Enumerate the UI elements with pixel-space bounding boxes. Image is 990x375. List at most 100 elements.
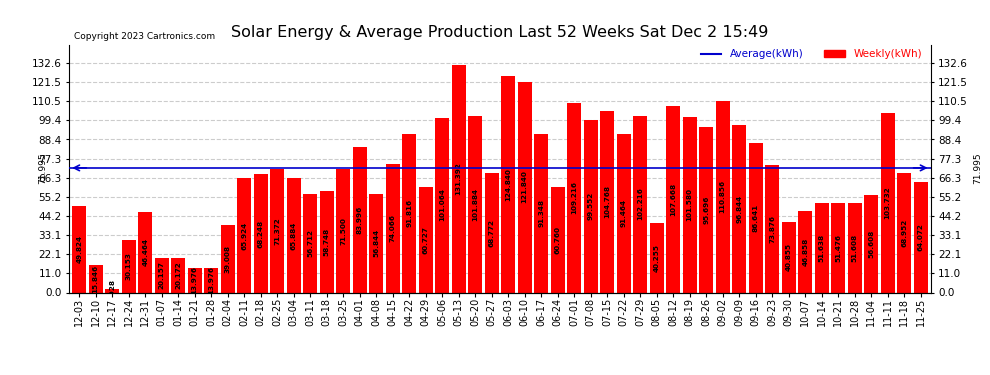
Bar (204, 268, 218, 292)
Bar (72, 206, 86, 292)
Bar (518, 82, 532, 292)
Text: 20.157: 20.157 (158, 261, 164, 289)
Bar (914, 182, 928, 292)
Text: 56.712: 56.712 (307, 230, 313, 257)
Text: 71.372: 71.372 (274, 217, 280, 244)
Bar (171, 258, 185, 292)
Text: 15.846: 15.846 (93, 265, 99, 293)
Text: 103.732: 103.732 (885, 186, 891, 219)
Text: 121.840: 121.840 (522, 171, 528, 204)
Text: 86.641: 86.641 (752, 204, 758, 232)
Bar (253, 174, 267, 292)
Text: 49.824: 49.824 (76, 236, 82, 263)
Bar (436, 118, 449, 292)
Text: 96.844: 96.844 (737, 195, 742, 223)
Text: 13.976: 13.976 (192, 266, 198, 294)
Text: 102.216: 102.216 (638, 188, 644, 220)
Text: 51.476: 51.476 (836, 234, 842, 262)
Text: 71.500: 71.500 (341, 217, 346, 244)
Bar (238, 178, 251, 292)
Bar (501, 76, 515, 292)
Bar (765, 165, 779, 292)
Text: 101.064: 101.064 (440, 189, 446, 222)
Text: 109.216: 109.216 (571, 182, 577, 214)
Text: 64.072: 64.072 (918, 223, 924, 251)
Text: 51.608: 51.608 (851, 234, 857, 262)
Text: 51.638: 51.638 (819, 234, 825, 262)
Bar (600, 111, 614, 292)
Text: 104.768: 104.768 (604, 185, 610, 218)
Bar (881, 113, 895, 292)
Bar (369, 194, 383, 292)
Text: 60.727: 60.727 (423, 226, 429, 254)
Bar (683, 117, 697, 292)
Bar (122, 240, 136, 292)
Bar (451, 65, 465, 292)
Bar (634, 116, 647, 292)
Text: 124.840: 124.840 (505, 168, 511, 201)
Text: 107.668: 107.668 (670, 183, 676, 216)
Text: 46.858: 46.858 (802, 238, 808, 266)
Text: 65.884: 65.884 (291, 221, 297, 250)
Text: 99.552: 99.552 (588, 192, 594, 220)
Bar (386, 164, 400, 292)
Text: 91.816: 91.816 (406, 199, 412, 227)
Text: 39.008: 39.008 (225, 245, 231, 273)
Bar (535, 134, 548, 292)
Text: 91.348: 91.348 (539, 200, 545, 228)
Bar (270, 169, 284, 292)
Bar (699, 127, 713, 292)
Bar (649, 223, 663, 292)
Bar (864, 195, 878, 292)
Text: 131.392: 131.392 (455, 162, 461, 195)
Text: 110.856: 110.856 (720, 180, 726, 213)
Bar (419, 188, 433, 292)
Bar (748, 142, 762, 292)
Text: 83.996: 83.996 (356, 206, 362, 234)
Bar (567, 104, 581, 292)
Bar (352, 147, 366, 292)
Bar (337, 169, 350, 292)
Title: Solar Energy & Average Production Last 52 Weeks Sat Dec 2 15:49: Solar Energy & Average Production Last 5… (232, 25, 768, 40)
Bar (550, 188, 564, 292)
Text: 58.748: 58.748 (324, 228, 330, 256)
Bar (733, 125, 746, 292)
Bar (221, 225, 235, 292)
Bar (402, 134, 416, 292)
Text: 40.255: 40.255 (653, 244, 659, 272)
Bar (666, 106, 680, 292)
Bar (832, 203, 845, 292)
Bar (105, 289, 119, 292)
Text: 91.464: 91.464 (621, 200, 627, 227)
Bar (584, 120, 598, 292)
Text: 13.976: 13.976 (208, 266, 214, 294)
Text: 74.066: 74.066 (390, 214, 396, 242)
Text: 73.876: 73.876 (769, 214, 775, 243)
Text: 1.928: 1.928 (109, 279, 115, 302)
Bar (617, 134, 631, 292)
Text: 101.580: 101.580 (687, 188, 693, 221)
Text: 65.924: 65.924 (242, 221, 248, 249)
Text: 68.772: 68.772 (489, 219, 495, 247)
Bar (815, 203, 829, 292)
Bar (287, 178, 301, 292)
Bar (485, 174, 499, 292)
Bar (798, 211, 812, 292)
Text: 56.608: 56.608 (868, 230, 874, 258)
Text: 46.464: 46.464 (143, 238, 148, 266)
Text: 68.952: 68.952 (901, 219, 907, 247)
Bar (89, 265, 103, 292)
Text: 30.153: 30.153 (126, 252, 132, 280)
Bar (303, 194, 317, 292)
Bar (782, 222, 796, 292)
Text: 20.172: 20.172 (175, 261, 181, 289)
Text: Copyright 2023 Cartronics.com: Copyright 2023 Cartronics.com (74, 32, 216, 41)
Bar (847, 203, 861, 292)
Text: 56.844: 56.844 (373, 229, 379, 257)
Text: 68.248: 68.248 (257, 219, 263, 248)
Bar (716, 100, 730, 292)
Bar (154, 258, 168, 292)
Bar (139, 212, 152, 292)
Bar (188, 268, 202, 292)
Bar (468, 116, 482, 292)
